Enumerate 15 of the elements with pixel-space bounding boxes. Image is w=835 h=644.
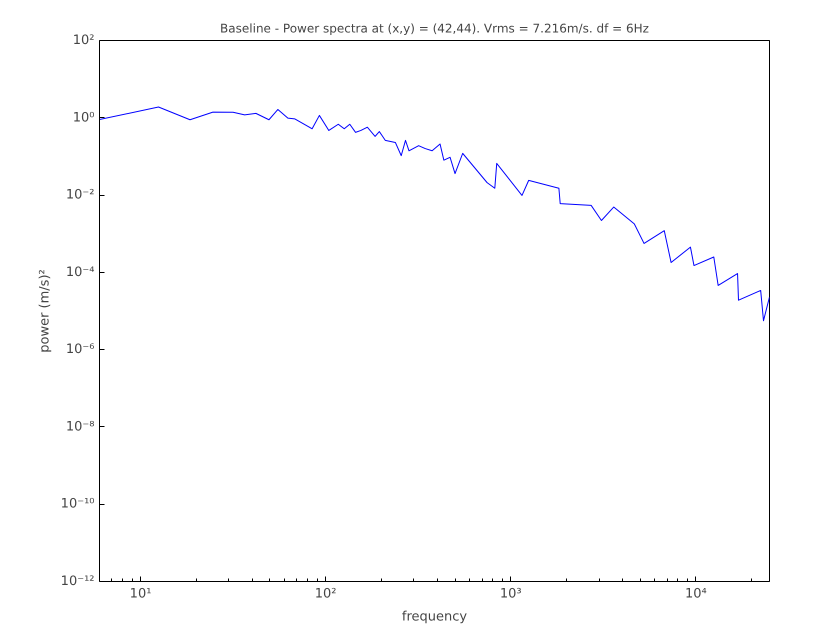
x-tick-label: 10² [314,586,337,602]
x-tick-label: 10³ [500,586,522,602]
x-axis-title: frequency [402,610,468,624]
y-tick-label: 10⁰ [72,110,95,126]
y-tick-label: 10⁻⁸ [66,419,95,434]
y-tick-label: 10⁻¹² [60,574,94,589]
y-tick-label: 10² [72,33,95,48]
y-tick-label: 10⁻⁶ [66,342,95,358]
y-tick-label: 10⁻¹⁰ [60,496,94,512]
y-tick-label: 10⁻² [66,188,95,203]
x-tick-label: 10⁴ [684,586,707,602]
chart-title: Baseline - Power spectra at (x,y) = (42,44). Vrms = 7.216m/s. df = 6Hz [220,22,649,36]
y-tick-label: 10⁻⁴ [66,264,95,280]
x-tick-label: 10¹ [130,586,152,602]
y-axis-title: power (m/s)² [38,269,53,353]
